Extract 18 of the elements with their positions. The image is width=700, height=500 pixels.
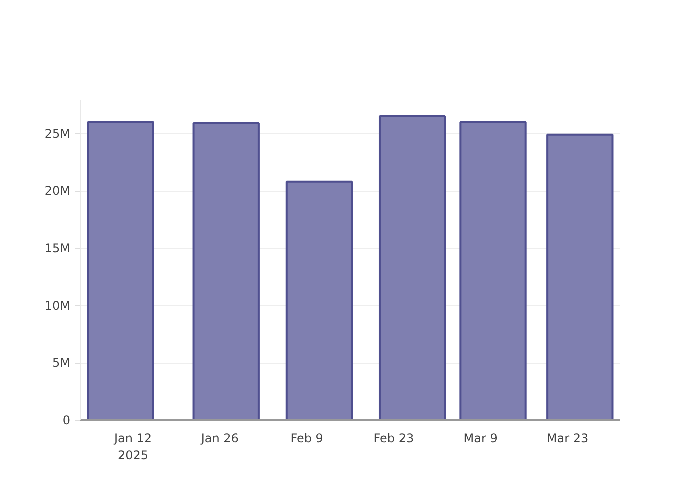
bar: [192, 122, 260, 420]
x-tick-label: Jan 12 2025: [113, 432, 152, 462]
y-tick-label: 10M: [44, 298, 70, 313]
x-tick-label: Mar 23: [546, 432, 589, 446]
bar: [87, 121, 154, 420]
x-tick-label: Mar 9: [464, 432, 498, 446]
x-tick-label: Feb 9: [290, 432, 324, 446]
bar: [546, 134, 614, 420]
x-tick-label: Jan 26: [200, 432, 239, 446]
bar: [286, 180, 354, 420]
x-tick-label: Feb 23: [374, 432, 414, 446]
bar: [378, 116, 446, 420]
bar: [460, 121, 527, 420]
y-tick-label: 20M: [44, 184, 70, 198]
y-tick-label: 0: [62, 414, 71, 428]
y-tick-label: 25M: [44, 126, 70, 141]
y-tick-label: 15M: [44, 241, 70, 256]
y-tick-label: 5M: [52, 356, 71, 370]
